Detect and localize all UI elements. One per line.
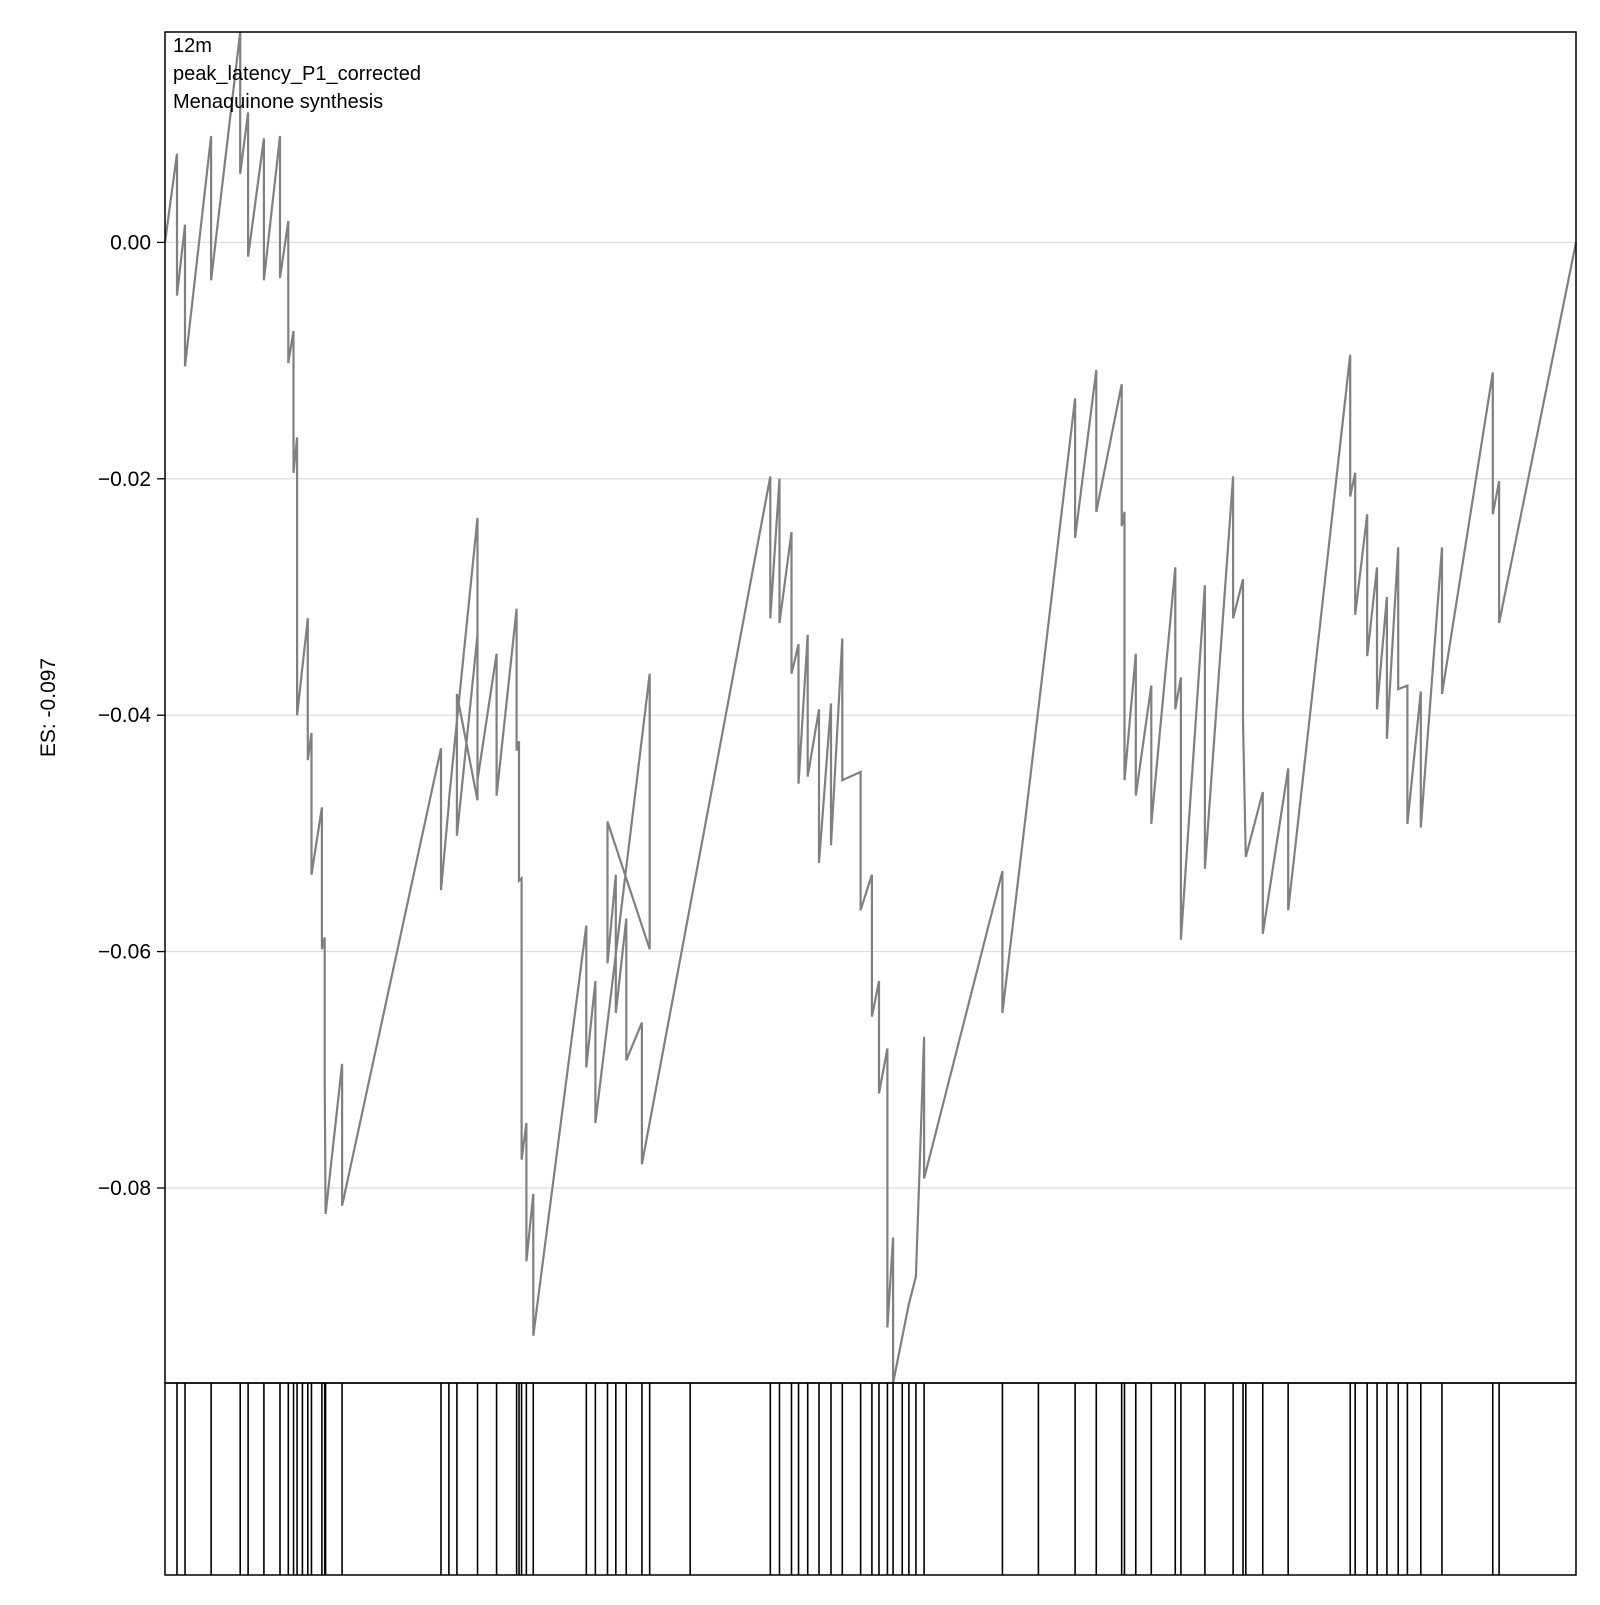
y-tick-label: −0.04 [98, 704, 151, 727]
y-axis: 0.00 −0.02 −0.04 −0.06 −0.08 [98, 231, 165, 1200]
hit-marks-layer [176, 1383, 1500, 1575]
annotations: 12m peak_latency_P1_corrected Menaquinon… [173, 35, 421, 113]
gridlines [165, 241, 1576, 1189]
annotation-line-3: Menaquinone synthesis [173, 91, 383, 113]
hit-panel-frame [164, 1382, 1577, 1576]
y-tick-label: 0.00 [110, 231, 151, 254]
y-axis-label: ES: -0.097 [37, 658, 60, 757]
annotation-line-1: 12m [173, 35, 212, 57]
es-curve [163, 31, 1578, 1384]
y-tick-label: −0.08 [98, 1177, 151, 1200]
main-panel-frame [164, 31, 1577, 1384]
y-tick-label: −0.02 [98, 468, 151, 491]
y-tick-label: −0.06 [98, 941, 151, 964]
es-line-layer [163, 31, 1578, 1384]
annotation-line-2: peak_latency_P1_corrected [173, 63, 421, 85]
